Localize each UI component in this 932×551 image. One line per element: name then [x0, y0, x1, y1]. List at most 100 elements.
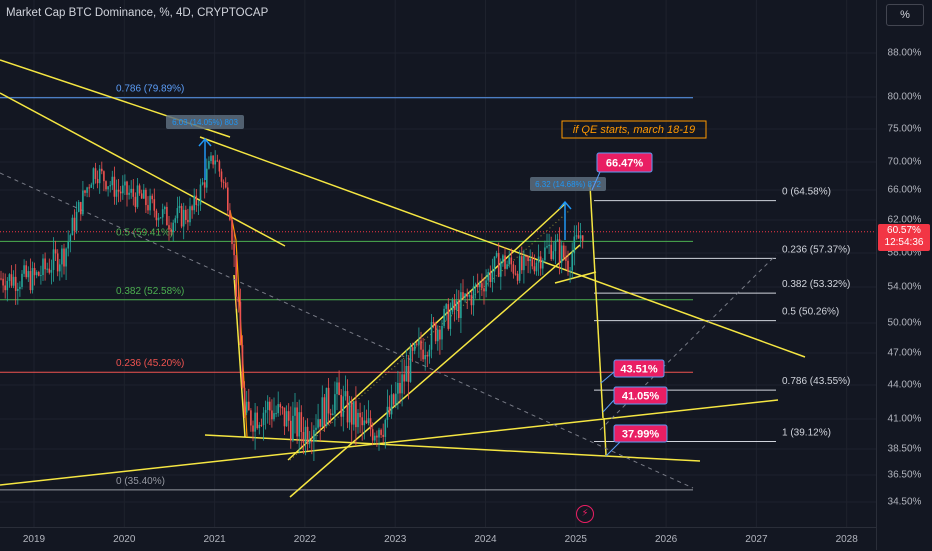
- measure-arrowhead: [198, 137, 212, 147]
- candle-body: [143, 189, 145, 199]
- candle-body: [0, 278, 2, 280]
- candle-body: [210, 155, 212, 162]
- candle-body: [392, 394, 395, 405]
- candle-body: [86, 187, 88, 193]
- candle-body: [216, 160, 219, 162]
- candle-body: [329, 413, 332, 416]
- candle-body: [409, 347, 412, 382]
- candle-body: [134, 196, 137, 207]
- candle-body: [220, 171, 223, 182]
- candle-body: [80, 202, 82, 215]
- candle-body: [214, 160, 216, 165]
- time-tick-label: 2027: [745, 534, 768, 545]
- candle-body: [8, 274, 11, 281]
- candle-body: [577, 235, 580, 239]
- candle-body: [451, 299, 454, 312]
- candle-body: [472, 286, 475, 306]
- candle-body: [101, 168, 103, 172]
- candle-body: [302, 431, 305, 443]
- candle-body: [229, 210, 231, 220]
- candle-body: [388, 406, 391, 415]
- trendline: [289, 244, 581, 498]
- candle-body: [164, 206, 166, 210]
- candle-body: [466, 293, 468, 297]
- candle-body: [235, 255, 237, 297]
- candle-body: [493, 256, 496, 272]
- candle-body: [353, 401, 355, 425]
- candle-body: [386, 406, 389, 420]
- candle-body: [48, 268, 51, 273]
- candle-body: [468, 295, 471, 297]
- candle-body: [69, 235, 72, 242]
- trendline: [0, 92, 286, 247]
- candle-body: [245, 401, 248, 413]
- candle-body: [563, 245, 565, 258]
- candle-body: [359, 412, 361, 418]
- candle-body: [237, 296, 240, 302]
- price-axis[interactable]: 88.00% 80.00% 75.00% 70.00% 66.00% 62.00% 58.0…: [877, 0, 932, 550]
- candle-body: [447, 304, 450, 329]
- candle-body: [260, 424, 263, 426]
- candle-body: [147, 205, 149, 211]
- candle-body: [518, 256, 521, 281]
- candle-body: [296, 407, 298, 437]
- qe-note-text: if QE starts, march 18-19: [573, 124, 695, 136]
- time-axis[interactable]: 2019 2020 2021 2022 2023 2024 2025 2026 2027 2028: [0, 527, 876, 551]
- candle-body: [189, 206, 191, 223]
- candle-body: [378, 429, 380, 438]
- candle-body: [10, 274, 13, 286]
- candle-body: [395, 393, 397, 405]
- candle-body: [556, 239, 559, 241]
- candle-body: [365, 420, 368, 424]
- candle-body: [40, 275, 42, 277]
- candle-body: [281, 407, 284, 409]
- label-text: 43.51%: [620, 364, 658, 376]
- trendline: [287, 202, 567, 461]
- candle-body: [212, 155, 214, 165]
- candle-body: [111, 176, 114, 186]
- candle-body: [369, 418, 372, 430]
- price-tick-label: 80.00%: [887, 91, 922, 103]
- candle-body: [199, 184, 202, 205]
- time-tick-label: 2026: [654, 534, 678, 545]
- lightning-icon[interactable]: ⚡: [576, 505, 594, 523]
- candle-body: [462, 292, 464, 298]
- candle-body: [437, 329, 439, 342]
- candle-body: [33, 268, 36, 276]
- candle-body: [476, 284, 479, 288]
- candle-body: [174, 218, 177, 223]
- price-tick-label: 62.00%: [887, 214, 922, 226]
- candle-body: [334, 394, 336, 414]
- candle-body: [458, 300, 460, 319]
- trendline: [589, 184, 604, 419]
- candle-body: [124, 181, 126, 186]
- candle-body: [422, 349, 424, 360]
- candle-body: [292, 415, 294, 441]
- candle-body: [300, 412, 303, 432]
- candle-body: [355, 401, 357, 428]
- fib-label-left: 0.236 (45.20%): [116, 358, 184, 369]
- candle-body: [140, 193, 143, 199]
- candle-body: [565, 257, 567, 261]
- candle-body: [502, 255, 504, 263]
- candle-body: [73, 217, 76, 231]
- candle-body: [506, 264, 508, 269]
- candle-body: [180, 205, 183, 227]
- candle-body: [497, 253, 500, 277]
- candle-body: [285, 411, 288, 427]
- time-tick-label: 2019: [22, 534, 46, 545]
- percent-scale-button[interactable]: %: [886, 4, 924, 26]
- candle-body: [94, 168, 97, 179]
- candle-body: [59, 264, 61, 272]
- candle-body: [277, 404, 279, 414]
- candle-body: [67, 241, 69, 249]
- price-tick-label: 41.00%: [887, 413, 922, 425]
- candle-body: [12, 276, 15, 286]
- annotation-layer: if QE starts, march 18-19 66.47% 43.51% 41.…: [166, 115, 707, 457]
- candle-body: [243, 387, 246, 413]
- candle-body: [380, 429, 382, 435]
- candle-body: [474, 284, 477, 287]
- candle-body: [224, 182, 227, 188]
- candle-body: [273, 413, 275, 420]
